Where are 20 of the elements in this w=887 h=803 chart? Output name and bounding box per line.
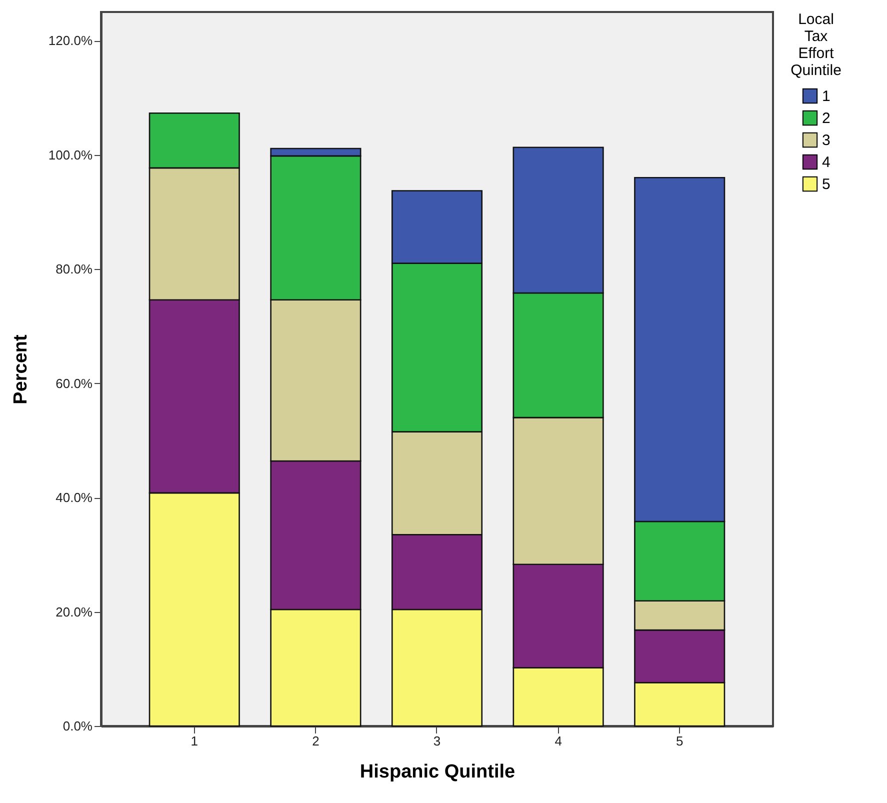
y-axis-title: Percent <box>10 334 32 404</box>
x-tick-label: 2 <box>312 734 320 748</box>
x-tick-label: 4 <box>554 734 562 748</box>
y-tick-label: 40.0% <box>56 490 93 506</box>
y-tick-label: 120.0% <box>48 33 93 48</box>
legend-label: 3 <box>822 132 830 149</box>
legend-title: Local Tax Effort Quintile <box>790 11 842 79</box>
legend-label: 4 <box>822 154 830 171</box>
x-axis-title: Hispanic Quintile <box>360 762 516 782</box>
x-tick-label: 1 <box>190 734 198 748</box>
y-tick-label: 20.0% <box>56 604 93 620</box>
x-tick-label: 5 <box>676 734 684 748</box>
y-tick-label: 60.0% <box>56 376 93 391</box>
legend-label: 1 <box>822 88 830 105</box>
y-tick-label: 0.0% <box>62 718 93 734</box>
y-tick-label: 100.0% <box>48 147 93 162</box>
x-tick-label: 3 <box>433 734 441 748</box>
y-tick-label: 80.0% <box>56 262 93 277</box>
legend-label: 5 <box>822 176 830 193</box>
legend-label: 2 <box>822 110 830 127</box>
